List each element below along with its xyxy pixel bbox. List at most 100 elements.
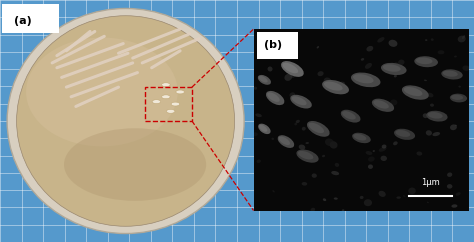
- Ellipse shape: [455, 125, 457, 126]
- Ellipse shape: [381, 63, 407, 75]
- Text: (a): (a): [14, 15, 32, 26]
- Ellipse shape: [379, 191, 386, 197]
- Ellipse shape: [365, 63, 372, 69]
- Ellipse shape: [278, 135, 294, 148]
- Ellipse shape: [414, 56, 438, 67]
- Ellipse shape: [290, 92, 295, 97]
- Ellipse shape: [283, 63, 298, 73]
- Ellipse shape: [354, 134, 366, 141]
- Ellipse shape: [171, 102, 180, 106]
- Ellipse shape: [426, 130, 432, 136]
- Ellipse shape: [447, 184, 452, 189]
- Ellipse shape: [395, 130, 410, 137]
- Ellipse shape: [311, 174, 317, 178]
- Ellipse shape: [299, 144, 305, 150]
- Ellipse shape: [368, 165, 373, 169]
- Ellipse shape: [456, 192, 461, 196]
- Ellipse shape: [310, 208, 315, 212]
- Ellipse shape: [298, 151, 313, 159]
- FancyBboxPatch shape: [257, 32, 298, 59]
- Ellipse shape: [377, 37, 384, 43]
- Ellipse shape: [302, 127, 306, 130]
- Ellipse shape: [443, 70, 458, 77]
- Ellipse shape: [290, 74, 295, 78]
- Ellipse shape: [322, 155, 325, 157]
- Ellipse shape: [394, 129, 415, 140]
- Ellipse shape: [441, 69, 463, 80]
- Ellipse shape: [17, 16, 235, 226]
- Ellipse shape: [425, 39, 428, 41]
- Ellipse shape: [390, 99, 397, 106]
- Ellipse shape: [255, 113, 262, 117]
- Ellipse shape: [398, 60, 404, 65]
- Ellipse shape: [462, 35, 465, 39]
- Ellipse shape: [352, 133, 371, 143]
- Ellipse shape: [152, 100, 161, 104]
- Ellipse shape: [360, 79, 364, 83]
- Ellipse shape: [259, 76, 268, 83]
- Ellipse shape: [351, 73, 381, 87]
- Ellipse shape: [451, 95, 463, 100]
- Ellipse shape: [417, 151, 422, 156]
- Ellipse shape: [267, 67, 273, 71]
- Ellipse shape: [279, 136, 290, 145]
- Ellipse shape: [424, 80, 427, 81]
- Ellipse shape: [403, 195, 406, 197]
- Text: (b): (b): [264, 40, 283, 50]
- Ellipse shape: [162, 83, 170, 87]
- Ellipse shape: [259, 125, 267, 132]
- Ellipse shape: [309, 123, 324, 133]
- Ellipse shape: [329, 141, 337, 149]
- Ellipse shape: [458, 86, 461, 88]
- Ellipse shape: [374, 100, 389, 109]
- Ellipse shape: [366, 46, 373, 52]
- Ellipse shape: [305, 142, 309, 144]
- Ellipse shape: [292, 96, 307, 105]
- Ellipse shape: [290, 95, 312, 108]
- FancyBboxPatch shape: [2, 4, 59, 33]
- Ellipse shape: [426, 111, 447, 121]
- Ellipse shape: [258, 124, 271, 134]
- Ellipse shape: [451, 204, 457, 208]
- Ellipse shape: [368, 156, 375, 162]
- Ellipse shape: [273, 190, 275, 192]
- Ellipse shape: [427, 202, 429, 203]
- Ellipse shape: [383, 64, 401, 72]
- Ellipse shape: [450, 94, 467, 102]
- Ellipse shape: [254, 87, 257, 90]
- Ellipse shape: [258, 75, 271, 85]
- Ellipse shape: [389, 40, 397, 47]
- Ellipse shape: [458, 36, 465, 42]
- Ellipse shape: [331, 171, 339, 175]
- Ellipse shape: [267, 92, 280, 102]
- Ellipse shape: [365, 151, 373, 155]
- Ellipse shape: [416, 58, 432, 64]
- Ellipse shape: [166, 109, 175, 113]
- Text: 1μm: 1μm: [421, 178, 440, 187]
- Ellipse shape: [317, 46, 319, 48]
- Ellipse shape: [64, 128, 206, 201]
- Ellipse shape: [300, 105, 304, 108]
- Ellipse shape: [432, 132, 440, 136]
- Ellipse shape: [447, 173, 452, 177]
- Ellipse shape: [372, 99, 394, 112]
- Ellipse shape: [402, 85, 429, 100]
- Ellipse shape: [324, 77, 331, 85]
- Ellipse shape: [317, 125, 324, 129]
- Ellipse shape: [404, 87, 422, 96]
- Ellipse shape: [438, 50, 445, 54]
- Ellipse shape: [393, 141, 398, 145]
- Ellipse shape: [341, 110, 361, 123]
- Ellipse shape: [266, 91, 284, 105]
- Ellipse shape: [256, 159, 261, 163]
- Ellipse shape: [322, 80, 349, 94]
- Ellipse shape: [296, 150, 319, 163]
- Ellipse shape: [463, 65, 470, 71]
- Ellipse shape: [431, 38, 434, 41]
- Ellipse shape: [364, 199, 372, 206]
- Ellipse shape: [430, 104, 434, 107]
- Ellipse shape: [394, 75, 397, 77]
- Ellipse shape: [281, 61, 304, 77]
- Ellipse shape: [408, 188, 416, 194]
- Ellipse shape: [294, 123, 297, 125]
